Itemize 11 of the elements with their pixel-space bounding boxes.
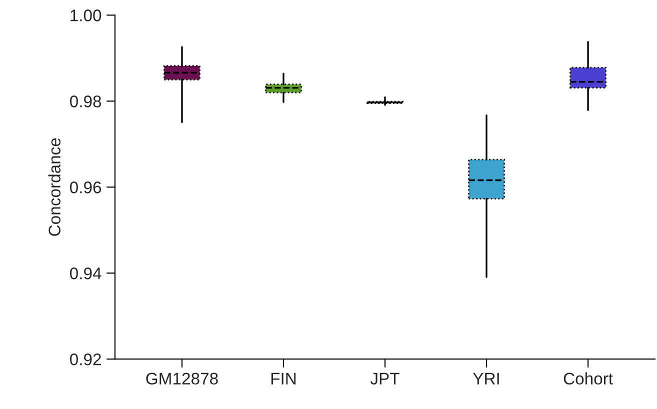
x-tick-label: JPT xyxy=(370,372,400,385)
y-tick-label: 1.00 xyxy=(70,10,102,22)
x-tick-label: FIN xyxy=(271,372,296,384)
x-tick-label: YRI xyxy=(472,372,499,384)
y-axis-title: Concordance xyxy=(48,138,60,236)
y-tick-label: 0.98 xyxy=(70,96,102,108)
y-tick-label: 0.92 xyxy=(70,354,101,366)
y-tick-label: 0.96 xyxy=(70,182,102,194)
x-tick-label: Cohort xyxy=(564,372,613,385)
x-tick-label: GM12878 xyxy=(146,372,218,385)
y-tick-label: 0.94 xyxy=(70,268,102,280)
